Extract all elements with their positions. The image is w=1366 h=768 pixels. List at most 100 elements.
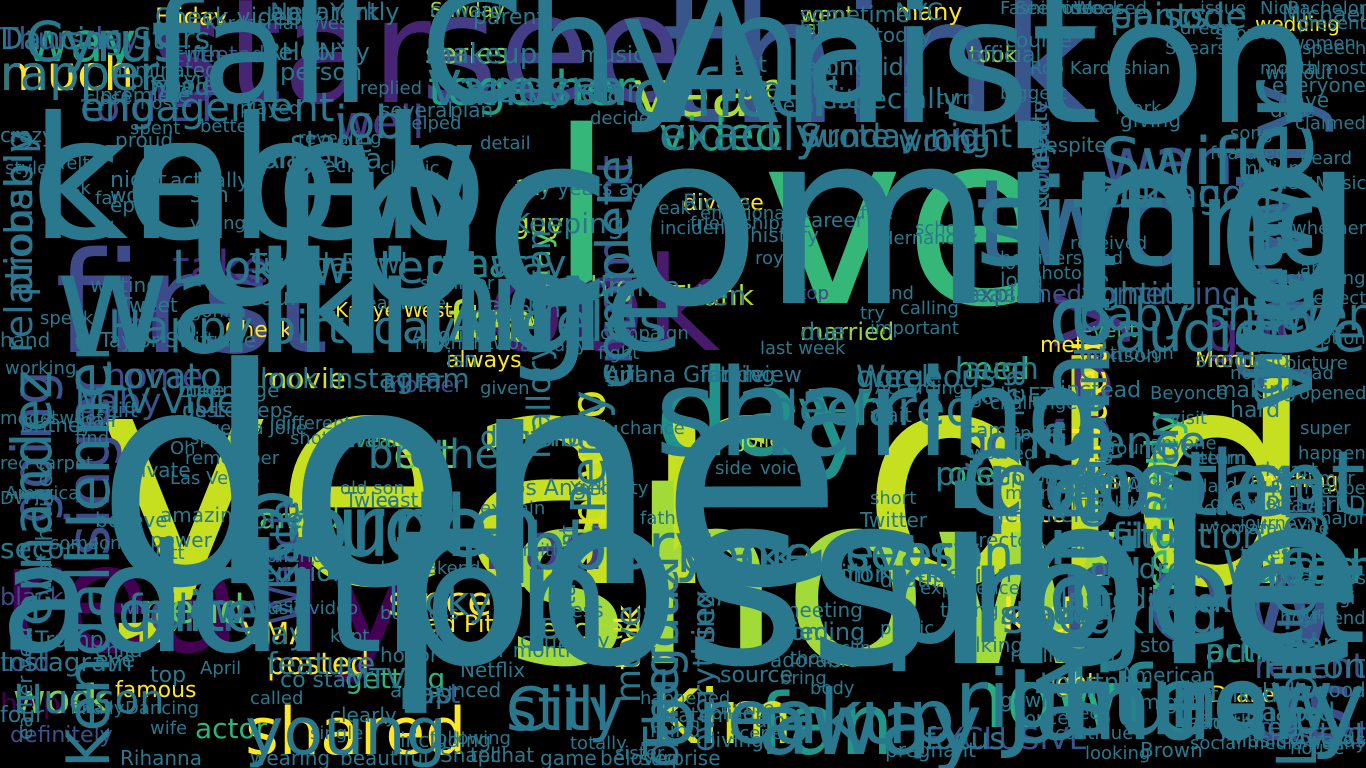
word-kim: Kim <box>650 673 794 761</box>
word-rest: rest <box>556 524 581 567</box>
word-continue: continue <box>1055 723 1134 744</box>
word-rapper: rapper <box>0 46 160 102</box>
word-along: along <box>755 708 811 732</box>
word-revealing: revealing <box>298 128 382 149</box>
word-lot: lot <box>108 301 166 354</box>
word-fighting: fighting <box>1082 277 1198 312</box>
word-official: official <box>969 43 1042 68</box>
word-mother-two: mother two <box>415 333 520 354</box>
word-husband: husband <box>1082 172 1246 216</box>
word-went: went <box>800 3 855 28</box>
word-alongside: alongside <box>803 53 919 81</box>
word-pap: pap <box>400 677 453 710</box>
word-engagement: engagement <box>80 85 335 131</box>
word-people: people <box>985 432 1291 537</box>
word-love: love <box>1000 253 1038 274</box>
word-gigi: Gigi <box>1320 588 1356 609</box>
word-track: track <box>1150 582 1232 620</box>
word-around: around <box>1150 582 1263 620</box>
word-declared: declared <box>768 381 976 437</box>
word-kate: Kate <box>262 499 308 590</box>
word-swift: Swift <box>1100 125 1260 200</box>
word-television: television <box>466 72 621 110</box>
word-turn: turn <box>937 88 974 109</box>
word-note: note <box>1230 363 1271 384</box>
word-important: important <box>870 318 959 339</box>
word-sex: sex <box>687 589 722 641</box>
word-show: show <box>505 440 1126 720</box>
word-filming: filming <box>700 363 776 388</box>
word-move: move <box>609 605 649 703</box>
word-police: police <box>700 703 754 724</box>
word-young: young <box>190 213 246 234</box>
word-old-son: old son <box>340 478 405 499</box>
word-michael: Michael <box>1282 3 1366 28</box>
word-constant: Constant <box>961 432 1366 537</box>
word-meanwhile: Meanwhile <box>350 293 447 314</box>
word-earlier-month: earlier month <box>442 638 578 662</box>
word-chyna: Chyna <box>420 0 896 137</box>
word-kardashian-west: Kardashian West <box>205 13 356 34</box>
word-four: four <box>0 703 45 728</box>
word-made: made <box>460 510 645 585</box>
word-wilder: Wilder <box>1223 541 1366 594</box>
word-black: black <box>0 583 64 611</box>
word-reunion: reunion <box>250 558 349 588</box>
word-since: since <box>388 579 492 625</box>
word-check: Check <box>225 318 293 343</box>
word-always: always <box>446 348 522 373</box>
word-posted: posted <box>267 647 370 682</box>
word-told: told <box>0 648 50 678</box>
word-look: look <box>450 229 721 381</box>
word-free: free <box>1065 703 1101 724</box>
word-oh: Oh <box>170 438 196 459</box>
word-top: top <box>150 663 187 688</box>
word-married: married <box>800 318 895 346</box>
word-side: side <box>715 458 752 479</box>
word-music: music <box>580 43 646 68</box>
word-color: color <box>825 560 885 588</box>
word-life: life <box>1065 647 1210 757</box>
word-feel: feel <box>448 290 551 354</box>
word-rocking: rocking <box>1082 172 1222 216</box>
word-pregnant: pregnant <box>885 738 976 762</box>
word-marriage: marriage <box>1020 538 1102 559</box>
word-ariana-grande: Ariana Grande <box>605 363 765 388</box>
word-sure: sure <box>1065 647 1271 757</box>
word-shade: shade <box>1000 597 1091 632</box>
word-end: end <box>880 283 914 304</box>
word-kid: kid <box>1002 589 1074 645</box>
word-super: super <box>1300 418 1351 439</box>
word-go: go <box>960 416 1017 469</box>
word-history: history <box>750 223 819 247</box>
word-played: played <box>240 98 301 119</box>
word-rose: Rose <box>1050 0 1094 19</box>
word-career: career <box>800 208 864 232</box>
word-let: let <box>780 218 804 239</box>
word-fernandez: Fernandez <box>0 369 64 655</box>
word-isn: isn <box>446 348 478 373</box>
word-plan: plan <box>450 98 494 122</box>
word-kanye-west: Kanye West <box>335 298 453 322</box>
word-children: children <box>1090 552 1203 585</box>
word-times: times <box>1240 543 1291 564</box>
word-getting: getting <box>345 662 446 695</box>
word-stage: stage <box>290 125 374 160</box>
word-host: host <box>140 93 179 114</box>
word-wanted: wanted <box>236 502 340 535</box>
word-film: film <box>1112 517 1178 557</box>
word-eye: eye <box>95 648 136 673</box>
word-mark: mark <box>1115 98 1162 119</box>
word-world: world <box>898 124 981 159</box>
word-event: event <box>1080 318 1137 342</box>
word-talking: talking <box>955 633 1024 657</box>
word-jennifer: Jennifer <box>998 503 1083 528</box>
word-kourtney: Kourtney <box>1040 668 1148 696</box>
word-date: date <box>1270 98 1316 122</box>
word-able: able <box>1300 258 1339 279</box>
word-public: public <box>880 618 935 639</box>
word-women: women <box>1290 33 1356 54</box>
word-sitting: sitting <box>975 155 1351 294</box>
word-twice: Twice <box>345 488 400 512</box>
word-try: try <box>860 303 886 324</box>
